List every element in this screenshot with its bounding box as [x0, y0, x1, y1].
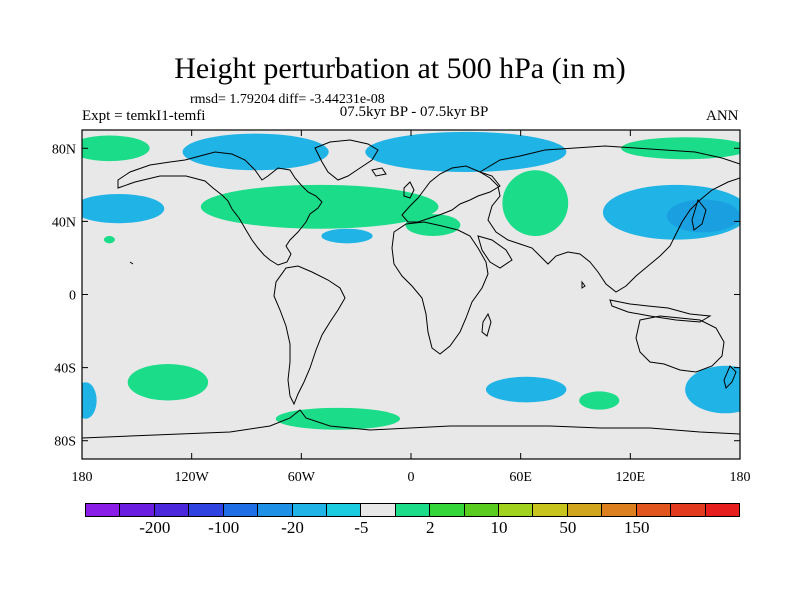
coastline-africa	[391, 221, 489, 355]
anomaly-pacific-positive-small	[103, 236, 115, 244]
lat-tick-label: 40N	[52, 215, 76, 230]
lat-tick-label: 40S	[54, 362, 76, 377]
anomaly-arctic-negative-east	[365, 131, 567, 173]
colorbar-box	[429, 503, 465, 517]
coastline-sri-lanka	[581, 280, 586, 289]
lat-tick-label: 0	[69, 289, 76, 304]
colorbar-label: -5	[354, 518, 369, 537]
anomaly-south-africa-negative	[485, 376, 567, 403]
colorbar-box	[670, 503, 706, 517]
lat-tick-label: 80S	[54, 435, 76, 450]
rmsd-diff-stats: rmsd= 1.79204 diff= -3.44231e-08	[190, 92, 385, 107]
colorbar-labels: -200 -100 -20 -5 2 10 50 150	[86, 518, 740, 540]
colorbar-label: 150	[623, 518, 650, 537]
lon-tick-label: 60W	[288, 470, 316, 485]
coastlines	[82, 139, 740, 439]
colorbar-box	[360, 503, 396, 517]
coastline-hawaii	[129, 261, 134, 265]
anomaly-north-polar-positive-west	[82, 135, 150, 162]
coastline-north-america	[117, 151, 323, 266]
anomaly-south-atlantic-positive	[275, 407, 401, 430]
anomaly-regions	[82, 131, 740, 430]
anomaly-arctic-negative-west	[182, 133, 329, 171]
colorbar	[85, 503, 741, 517]
coastline-britain	[403, 181, 415, 199]
colorbar-label: 50	[559, 518, 577, 537]
colorbar-box	[601, 503, 637, 517]
coastline-new-zealand	[723, 365, 737, 389]
colorbar-box	[188, 503, 224, 517]
anomaly-atlantic-negative-small	[321, 228, 373, 244]
lon-tick-label: 0	[408, 470, 415, 485]
anomaly-dateline-south-negative	[82, 382, 97, 419]
coastline-japan	[691, 198, 707, 231]
lon-tick-label: 60E	[509, 470, 532, 485]
colorbar-box	[257, 503, 293, 517]
anomaly-north-atlantic-positive-outer	[200, 184, 439, 229]
colorbar-box	[532, 503, 568, 517]
coastline-europe	[401, 165, 501, 223]
colorbar-box	[153, 503, 190, 517]
period-label: 07.5kyr BP - 07.5kyr BP	[339, 104, 489, 120]
coastline-greenland	[314, 139, 379, 181]
colorbar-box	[635, 503, 672, 517]
colorbar-box	[566, 503, 603, 517]
anomaly-east-asia-negative-core	[666, 199, 740, 233]
coastline-australia	[635, 315, 725, 373]
season-label: ANN	[706, 108, 739, 124]
colorbar-box	[394, 503, 431, 517]
colorbar-box	[704, 503, 741, 517]
lon-tick-label: 180	[72, 470, 93, 485]
colorbar-label: -100	[208, 518, 240, 537]
colorbar-label: -200	[139, 518, 171, 537]
colorbar-box	[85, 503, 121, 517]
axis-ticks	[81, 130, 741, 459]
axis-tick-labels: 80N 40N 0 40S 80S 180 120W 60W 0 60E 120E 180	[52, 142, 751, 485]
colorbar-box	[325, 503, 362, 517]
colorbar-box	[222, 503, 259, 517]
colorbar-box	[291, 503, 327, 517]
experiment-label: Expt = temkI1-temfi	[82, 108, 206, 124]
anomaly-southwest-pacific-negative	[685, 365, 740, 414]
colorbar-box	[498, 503, 534, 517]
coastline-indonesia	[609, 299, 712, 323]
colorbar-box	[463, 503, 500, 517]
map-background	[82, 130, 740, 459]
plot-title: Height perturbation at 500 hPa (in m)	[174, 52, 626, 85]
anomaly-north-pacific-negative	[82, 193, 165, 224]
lon-tick-label: 120E	[616, 470, 646, 485]
coastline-arabia	[477, 235, 513, 269]
colorbar-label: 2	[425, 518, 435, 537]
anomaly-south-indian-positive	[579, 391, 620, 410]
anomaly-mediterranean-positive	[405, 214, 461, 237]
lat-tick-label: 80N	[52, 142, 76, 157]
lon-tick-label: 180	[730, 470, 751, 485]
coastline-asia	[479, 145, 740, 293]
anomaly-north-polar-positive-east	[621, 137, 740, 160]
coastline-madagascar	[481, 312, 492, 337]
colorbar-label: 10	[490, 518, 508, 537]
anomaly-south-pacific-positive	[127, 363, 209, 401]
lon-tick-label: 120W	[175, 470, 210, 485]
coastline-iceland	[371, 167, 387, 177]
coastline-south-america	[273, 265, 346, 406]
colorbar-box	[119, 503, 155, 517]
colorbar-label: -20	[281, 518, 304, 537]
anomaly-central-asia-positive	[502, 170, 569, 237]
coastline-antarctica	[82, 409, 740, 439]
